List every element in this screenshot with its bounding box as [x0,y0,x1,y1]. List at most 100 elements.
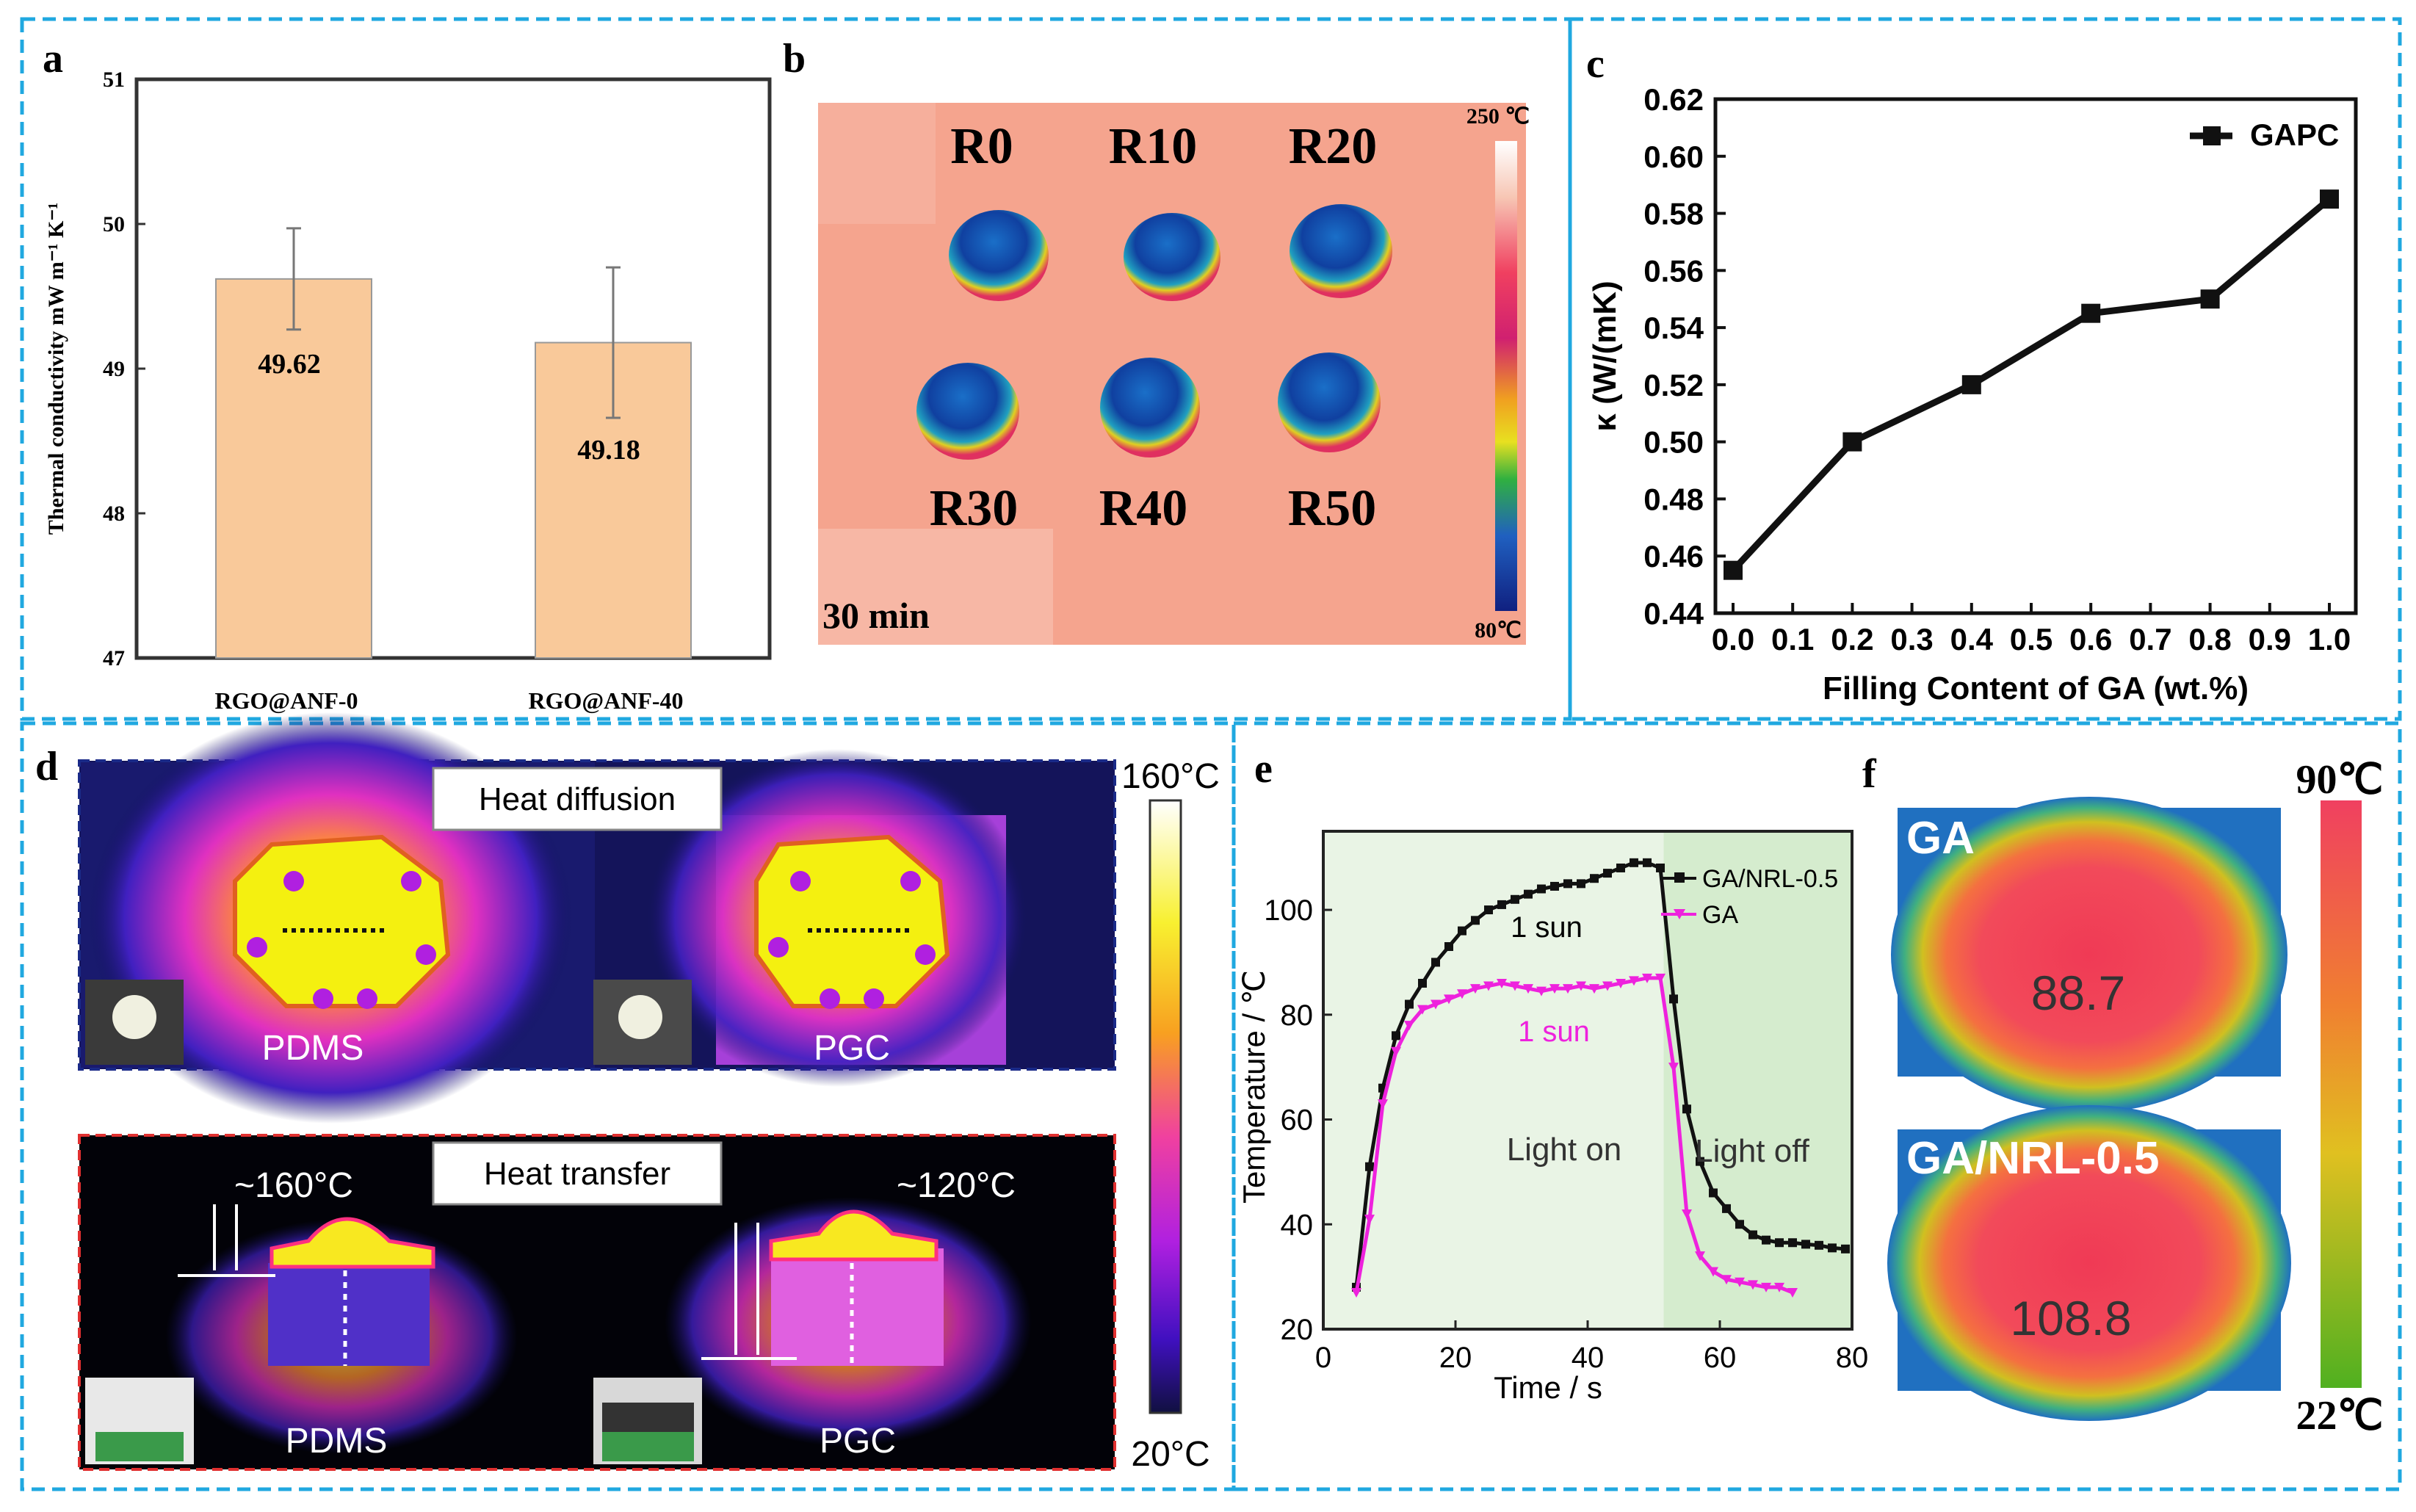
label-r0: R0 [950,118,1013,175]
well-r40 [1100,358,1200,457]
y-axis-label-a: Thermal conductivity mW m⁻¹ K⁻¹ [44,203,68,535]
light-off-region [1663,831,1852,1329]
data-point-ga-nrl [1669,994,1678,1004]
data-point-ga-nrl [1577,879,1585,889]
y-tick-label-e: 100 [1264,894,1313,927]
arrows-right-d [701,1223,797,1360]
data-point-ga-nrl [1815,1240,1823,1250]
label-top-right-d: PGC [814,1029,890,1068]
series-line-ga [1354,976,1793,1295]
label-top-left-d: PDMS [262,1029,364,1068]
data-point-ga-nrl [1405,999,1414,1009]
data-point-ga-nrl [1682,1104,1691,1114]
data-point-ga [1721,1275,1732,1285]
data-point-ga [1748,1280,1758,1290]
bars-a: 49.62 RGO@ANF-0 49.18 RGO@ANF-40 [214,227,692,714]
plot-frame-c [1713,97,2358,615]
x-tick-label-a: RGO@ANF-0 [214,687,358,714]
series-e [1351,858,1850,1298]
data-point-ga [1457,989,1467,999]
temp-right-d: ~120°C [897,1166,1016,1205]
data-point-ga [1682,1209,1692,1219]
legend-c: GAPC [2190,117,2339,152]
y-tick-label-c: 0.50 [1643,425,1704,460]
scale-max-f: 90℃ [2296,757,2384,803]
border-c [1568,17,2402,721]
data-label-a: 49.18 [577,435,640,466]
data-point-ga [1431,999,1441,1010]
data-point-ga-nrl [1801,1240,1810,1249]
data-point-ga-nrl [1630,858,1638,867]
panel-a: a 47 48 49 50 51 49.62 RGO@ANF-0 49.18 RGO@ANF-… [43,36,772,714]
y-tick-label-c: 0.44 [1643,596,1704,631]
legend-label-c: GAPC [2250,117,2339,152]
data-point-ga [1523,984,1533,994]
data-point-ga [1391,1046,1401,1057]
data-point-ga-nrl [1762,1235,1771,1245]
arrows-left-d [178,1204,275,1277]
title-box-top-d [432,767,723,831]
data-point-ga-nrl [1841,1244,1850,1254]
temp-left-d: ~160°C [234,1166,353,1205]
annotation-sun-pink: 1 sun [1518,1016,1590,1048]
data-point-gapc [2081,303,2101,323]
data-point-ga [1589,984,1599,994]
panel-b: b R0 R10 R20 R30 R40 R50 30 min 250 ℃ 80… [783,36,1530,645]
time-label-b: 30 min [822,595,930,636]
inset-led-top-right [618,995,662,1039]
data-point-ga [1417,1005,1428,1015]
data-point-ga [1563,984,1573,994]
well-r10 [1124,213,1220,301]
y-tick-label-c: 0.52 [1643,368,1704,402]
y-tick-label-c: 0.62 [1643,82,1704,117]
y-tick-label-a: 51 [103,68,125,92]
data-point-ga-nrl [1431,958,1440,967]
data-point-ga [1774,1282,1784,1292]
data-point-ga-nrl [1418,978,1427,988]
title-top-d: Heat diffusion [479,781,676,817]
data-point-gapc [2200,289,2220,309]
border-a-b [20,17,1572,721]
data-point-ga [1378,1099,1388,1110]
x-tick-label-c: 0.1 [1771,622,1814,656]
scale-max-d: 160°C [1121,757,1220,796]
x-axis-label-e: Time / s [1494,1370,1602,1405]
data-point-ga-nrl [1484,905,1493,915]
y-axis-label-e: Temperature / ℃ [1237,970,1271,1204]
well-r30 [916,363,1019,460]
x-tick-label-e: 20 [1439,1342,1472,1374]
data-point-ga [1602,981,1613,991]
inset-led-top-left [112,995,156,1039]
light-on-region [1323,831,1664,1329]
data-label-a: 49.62 [258,349,321,380]
bar-a [215,278,372,659]
x-tick-label-c: 0.4 [1950,622,1994,656]
data-point-ga [1497,978,1507,988]
data-point-ga [1536,986,1547,996]
led-bottom-right [769,1209,938,1262]
x-tick-label-e: 60 [1704,1342,1737,1374]
y-tick-label-a: 47 [103,646,125,670]
panel-f: f GA 88.7 GA/NRL-0.5 108.8 90℃ 22℃ [1862,751,2383,1439]
data-point-ga-nrl [1709,1188,1718,1198]
value-f-bottom: 108.8 [2010,1291,2131,1345]
x-tick-label-e: 80 [1836,1342,1869,1374]
panel-label-a: a [43,36,63,82]
data-point-gapc [1842,432,1862,452]
data-point-ga [1761,1282,1771,1292]
y-tick-label-a: 49 [103,357,125,381]
y-tick-label-c: 0.48 [1643,482,1704,516]
legend-marker-e-black [1674,872,1685,883]
x-tick-label-e: 40 [1572,1342,1605,1374]
data-point-ga [1735,1277,1745,1287]
label-r10: R10 [1109,118,1198,175]
data-point-ga-nrl [1550,881,1559,891]
colorbar-f [2321,800,2362,1388]
value-f-top: 88.7 [2031,966,2125,1020]
x-tick-label-c: 0.5 [2010,622,2052,656]
x-tick-label-e: 0 [1315,1342,1331,1374]
panel-label-c: c [1586,41,1605,87]
y-tick-label-e: 80 [1281,999,1314,1032]
x-tick-label-c: 0.8 [2188,622,2231,656]
